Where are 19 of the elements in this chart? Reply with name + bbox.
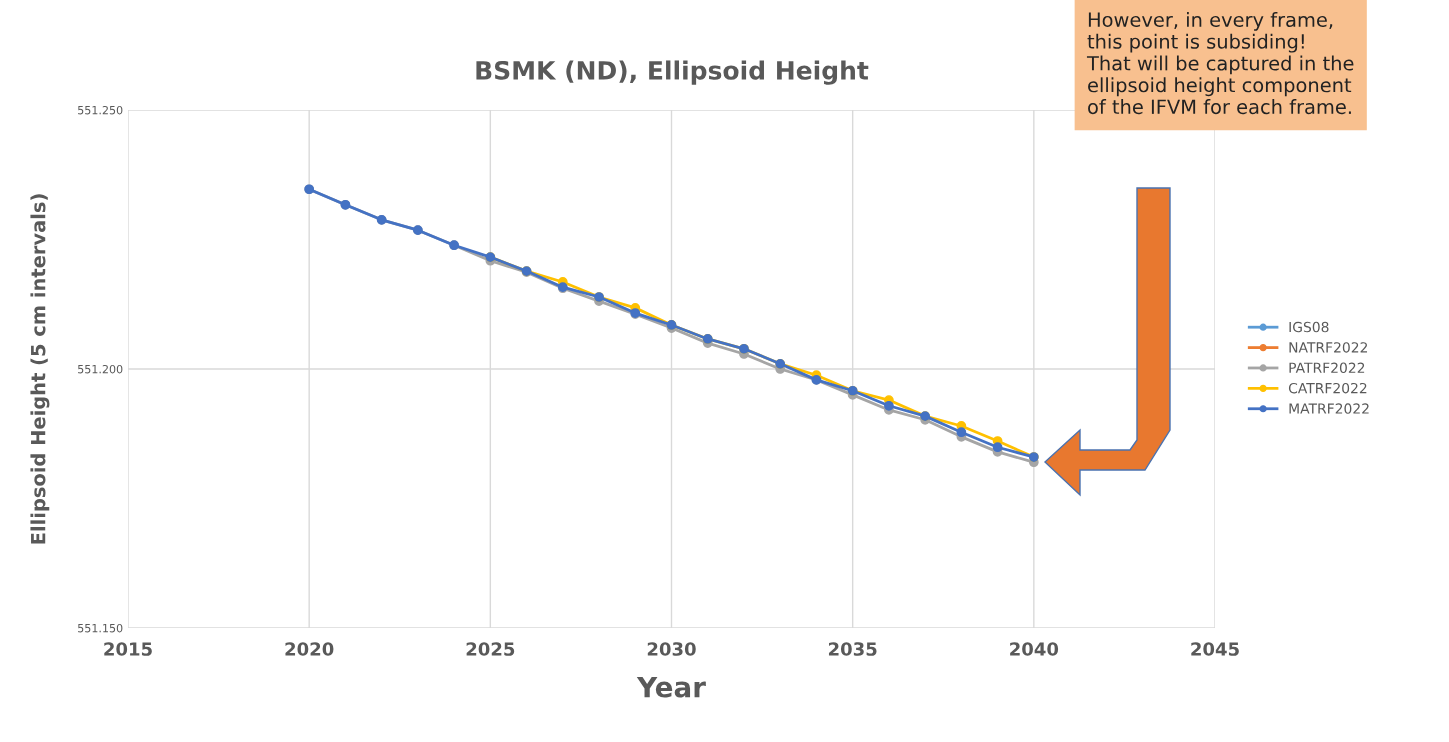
x-tick-label: 2030 [647, 642, 696, 656]
y-tick-label: 551.200 [78, 364, 123, 374]
x-axis-title: Year [636, 676, 706, 698]
y-tick-label: 551.150 [78, 623, 123, 633]
chart-title: BSMK (ND), Ellipsoid Height [476, 60, 869, 85]
legend-label: NATRF2022 [1289, 342, 1368, 353]
x-tick-label: 2040 [1010, 642, 1059, 656]
legend-label: PATRF2022 [1289, 362, 1365, 374]
x-tick-label: 2025 [466, 642, 515, 656]
y-axis-title: Ellipsoid Height (5 cm intervals) [30, 194, 50, 544]
legend-label: IGS08 [1289, 321, 1329, 333]
legend-label: MATRF2022 [1289, 403, 1369, 414]
x-tick-label: 2045 [1191, 642, 1239, 656]
legend-label: CATRF2022 [1288, 382, 1367, 394]
annotation: However, in every frame, this point is subsiding! That will be captured in the ellipsoid height component of the IFVM for each frame. [1086, 12, 1354, 115]
x-tick-label: 2020 [285, 642, 334, 656]
y-tick-label: 551.250 [78, 105, 123, 115]
x-tick-label: 2035 [828, 642, 877, 656]
x-tick-label: 2015 [104, 642, 152, 656]
